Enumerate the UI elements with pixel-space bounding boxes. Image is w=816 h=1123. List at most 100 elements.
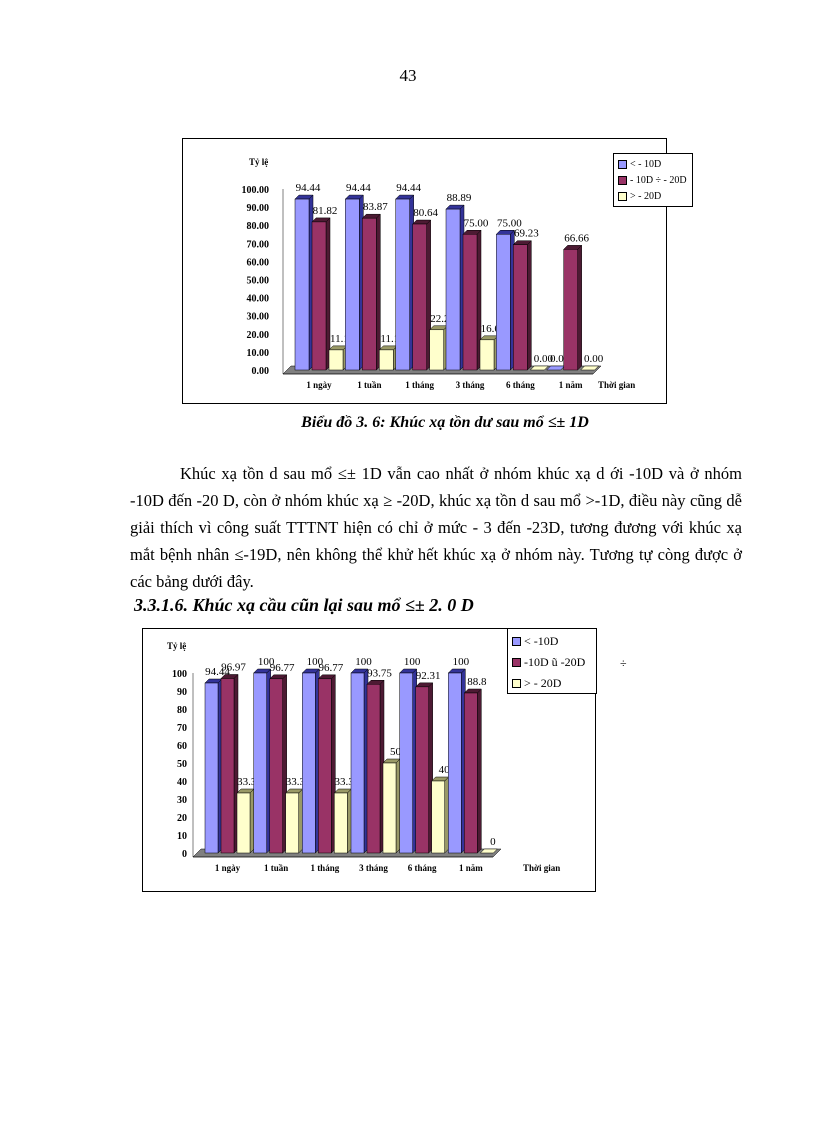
bar	[529, 365, 549, 371]
bar	[294, 198, 310, 371]
bar	[464, 692, 478, 854]
bar	[462, 234, 478, 371]
y-tick-label: 30.00	[247, 312, 270, 323]
y-tick-label: 90	[177, 687, 187, 698]
legend-label: < - 10D	[630, 158, 662, 170]
bar-side	[395, 758, 401, 854]
chart-caption: Biểu đồ 3. 6: Khúc xạ tồn dư sau mổ ≤± 1…	[301, 414, 589, 431]
data-label: 94.44	[396, 182, 421, 194]
bar	[399, 672, 413, 854]
data-label: 94.44	[205, 666, 230, 678]
data-label: 94.44	[296, 182, 321, 194]
y-tick-label: 40.00	[247, 294, 270, 305]
chart-1-frame: 0.00 10.00 20.00 30.00 40.00 50.00 60.00 70.00 8…	[182, 138, 693, 404]
bar	[479, 339, 495, 371]
y-tick-label: 30	[177, 795, 187, 806]
data-label: 94.44	[346, 182, 371, 194]
text-line: - 3 đến -23D, tương đương với khúc xạ mắ…	[130, 518, 743, 564]
y-axis-title: Tỷ lệ	[167, 641, 186, 651]
bar	[479, 848, 498, 854]
bar	[395, 198, 410, 371]
data-label: 92.31	[416, 670, 441, 682]
legend-label: > - 20D	[524, 676, 562, 690]
y-tick-label: 0.00	[252, 366, 270, 377]
x-tick-label: 1 tháng	[310, 863, 339, 873]
y-tick-label: 70.00	[247, 239, 270, 250]
y-tick-label: 20.00	[247, 330, 270, 341]
legend-item: > - 20D	[512, 673, 592, 694]
bar	[328, 349, 344, 371]
data-label: 80.64	[413, 207, 438, 219]
text-line: Khúc xạ tồn d sau mổ ≤± 1D vẫn cao nhất …	[180, 464, 664, 483]
bar	[379, 349, 394, 371]
chart-1-legend: < - 10D - 10D ÷ - 20D > - 20D	[613, 153, 693, 207]
bar	[513, 244, 528, 371]
x-tick-label: 3 tháng	[456, 380, 485, 390]
bar-side	[444, 776, 449, 854]
legend-label: -10D ũ -20D	[524, 655, 586, 669]
bar	[236, 792, 251, 854]
bar	[311, 221, 327, 371]
x-tick-label: 1 ngày	[306, 380, 332, 390]
data-label: 40	[439, 764, 451, 776]
bar-side	[577, 244, 582, 371]
x-tick-label: 1 ngày	[215, 863, 241, 873]
x-tick-label: 1 tuần	[357, 380, 381, 390]
bar-side	[298, 788, 303, 854]
data-label: 83.87	[363, 201, 388, 213]
data-label: 96.97	[221, 661, 246, 673]
bar	[415, 686, 429, 854]
legend-item: < - 10D	[618, 156, 688, 172]
bar	[350, 672, 365, 854]
chart-2-frame: 0 10 20 30 40 50 60 70 80 90 100 Tỷ lệ Thời gian 94.4…	[142, 628, 597, 892]
bar	[366, 684, 381, 854]
y-tick-label: 50.00	[247, 276, 270, 287]
chart-1: 0.00 10.00 20.00 30.00 40.00 50.00 60.00 70.00 8…	[242, 157, 636, 390]
page-number: 43	[399, 66, 417, 85]
y-tick-label: 100.00	[242, 185, 270, 196]
legend-item: -10D ũ -20D	[512, 652, 592, 673]
bar	[362, 217, 377, 371]
x-tick-label: 1 năm	[459, 863, 483, 873]
x-axis-title: Thời gian	[598, 380, 635, 390]
bar-side	[527, 240, 532, 371]
bar-side	[347, 788, 352, 854]
bar-side	[477, 688, 482, 854]
y-tick-label: 50	[177, 759, 187, 770]
text-line: khử hết khúc xạ ở nhóm này. Tương tự còn…	[130, 545, 743, 591]
data-label: 100	[258, 656, 275, 668]
y-tick-label: 10	[177, 831, 187, 842]
y-tick-label: 40	[177, 777, 187, 788]
data-label: 0	[490, 836, 496, 848]
bar-side	[249, 788, 255, 854]
data-label: 66.66	[564, 232, 589, 244]
data-label: 100	[355, 656, 372, 668]
data-label: 96.77	[270, 662, 295, 674]
x-tick-label: 6 tháng	[506, 380, 535, 390]
chart-2: 0 10 20 30 40 50 60 70 80 90 100 Tỷ lệ Thời gian 94.4…	[167, 641, 560, 873]
bar	[318, 678, 332, 854]
data-label: 81.82	[313, 205, 338, 217]
bar	[334, 792, 348, 854]
bar	[204, 682, 219, 854]
bar	[563, 249, 578, 371]
y-tick-label: 70	[177, 723, 187, 734]
bar	[580, 365, 600, 371]
bar	[269, 678, 283, 854]
bar	[382, 762, 397, 854]
data-label: 88.8	[467, 676, 487, 688]
x-tick-label: 6 tháng	[408, 863, 437, 873]
legend-label: - 10D ÷ - 20D	[630, 174, 687, 186]
data-label: 93.75	[367, 667, 392, 679]
data-label: 0.00	[534, 353, 554, 365]
y-tick-label: 10.00	[247, 348, 270, 359]
bar	[302, 672, 316, 854]
legend-item: > - 20D	[618, 188, 688, 204]
data-label: 50	[390, 746, 402, 758]
y-tick-label: 60.00	[247, 257, 270, 268]
x-tick-label: 3 tháng	[359, 863, 388, 873]
stray-symbol: ÷	[620, 656, 627, 670]
data-label: 100	[404, 656, 421, 668]
y-axis-title: Tỷ lệ	[249, 157, 268, 167]
